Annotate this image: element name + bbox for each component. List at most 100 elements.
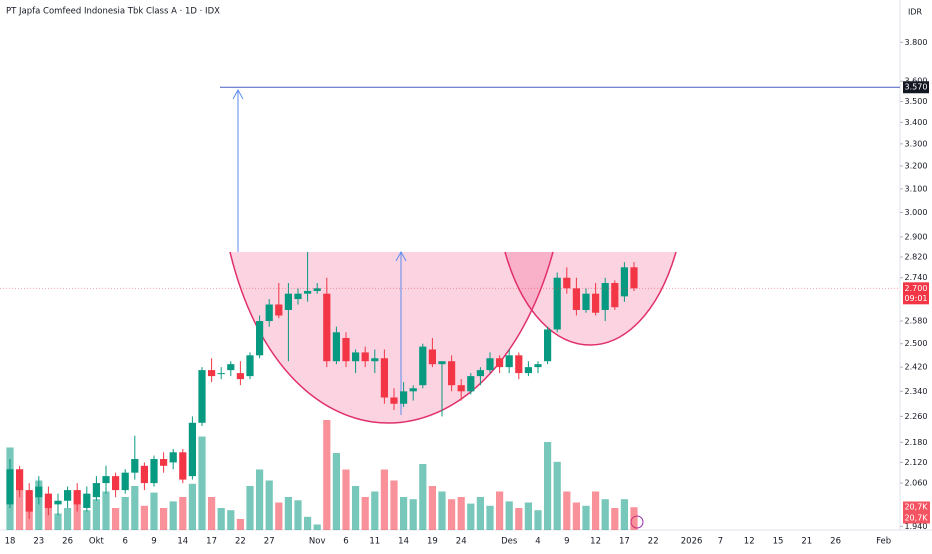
candle-body: [553, 277, 561, 330]
y-tick-label: 2.820: [905, 253, 928, 262]
candle-body: [486, 358, 494, 371]
volume-bar: [438, 491, 446, 530]
candle-body: [265, 304, 273, 322]
volume-bar: [361, 497, 369, 530]
volume-label-box: [903, 512, 930, 524]
y-tick-label: 3.800: [905, 38, 928, 47]
candle-body: [534, 364, 542, 368]
candle-body: [572, 288, 580, 310]
x-tick-label: 7: [718, 537, 723, 547]
x-tick-label: Okt: [89, 537, 105, 547]
candle-body: [92, 483, 100, 498]
candle-body: [409, 388, 417, 392]
candle-body: [169, 452, 177, 463]
volume-bar: [592, 491, 600, 530]
y-tick-label: 2.420: [905, 363, 928, 372]
volume-bar: [16, 486, 24, 530]
y-tick-label: 3.300: [905, 139, 928, 148]
x-tick-label: 18: [5, 537, 16, 547]
volume-bar: [476, 497, 484, 530]
candle-body: [419, 346, 427, 386]
candle-body: [601, 283, 609, 310]
candle-body: [620, 267, 628, 297]
volume-bar: [188, 483, 196, 530]
volume-bar: [419, 464, 427, 530]
y-tick-label: 3.100: [905, 184, 928, 193]
x-tick-label: 9: [564, 537, 569, 547]
candle-body: [582, 293, 590, 310]
y-tick-label: 3.200: [905, 162, 928, 171]
volume-bar: [83, 510, 91, 530]
volume-bar: [371, 491, 379, 530]
volume-bar: [323, 420, 331, 530]
candle-body: [524, 367, 532, 374]
candle-body: [131, 459, 139, 473]
last-price-label: 2.700: [905, 284, 928, 293]
volume-bar: [112, 508, 120, 530]
candle-body: [515, 355, 523, 374]
x-tick-label: 27: [264, 537, 275, 547]
volume-bar: [563, 491, 571, 530]
volume-bar: [352, 486, 360, 530]
x-tick-label: 22: [235, 537, 246, 547]
x-tick-label: 23: [33, 537, 44, 547]
volume-bar: [572, 502, 580, 530]
x-tick-label: 22: [648, 537, 659, 547]
target-label-box: [903, 81, 929, 94]
candle-body: [476, 370, 484, 377]
x-tick-label: 24: [456, 537, 467, 547]
x-tick-label: 9: [151, 537, 156, 547]
candle-body: [457, 385, 465, 392]
x-tick-label: 15: [773, 537, 784, 547]
candle-body: [467, 376, 475, 392]
candle-body: [54, 500, 62, 505]
volume-bar: [544, 442, 552, 530]
candle-body: [25, 490, 33, 512]
y-tick-label: 2.060: [905, 479, 928, 488]
candle-body: [611, 283, 619, 308]
y-tick-label: 3.000: [905, 208, 928, 217]
y-tick-label: 3.600: [905, 77, 928, 86]
volume-bar: [121, 497, 129, 530]
x-tick-label: 4: [535, 537, 540, 547]
y-tick-label: 2.180: [905, 438, 928, 447]
volume-label: 20,7K: [904, 514, 928, 523]
volume-bar: [380, 469, 388, 530]
candle-body: [294, 293, 302, 300]
volume-bar: [54, 513, 62, 530]
volume-bar: [620, 499, 628, 530]
candle-body: [64, 490, 72, 501]
candle-body: [102, 476, 110, 484]
volume-bar: [294, 500, 302, 530]
candle-body: [496, 358, 504, 368]
candle-body: [140, 465, 148, 484]
y-tick-label: 2.120: [905, 458, 928, 467]
volume-bar: [64, 508, 72, 530]
x-tick-label: Nov: [309, 537, 326, 547]
candle-body: [323, 293, 331, 362]
volume-bar: [534, 510, 542, 530]
volume-bar: [198, 436, 206, 530]
volume-bar: [496, 491, 504, 530]
candle-body: [342, 337, 350, 362]
volume-bar: [332, 453, 340, 530]
x-tick-label: 19: [427, 537, 438, 547]
volume-bar: [524, 502, 532, 530]
candle-body: [428, 349, 436, 365]
candle-body: [313, 288, 321, 291]
volume-bar: [35, 480, 43, 530]
candle-body: [371, 358, 379, 362]
candle-body: [227, 364, 235, 371]
volume-bar: [179, 497, 187, 530]
volume-bar: [553, 461, 561, 530]
candle-body: [361, 352, 369, 362]
candle-body: [44, 493, 52, 508]
volume-bar: [467, 503, 475, 530]
volume-bar: [44, 502, 52, 530]
countdown: 09:01: [904, 294, 927, 303]
volume-bar: [227, 510, 235, 530]
y-tick-label: 3.400: [905, 118, 928, 127]
candle-body: [256, 321, 264, 356]
volume-bar: [601, 499, 609, 530]
